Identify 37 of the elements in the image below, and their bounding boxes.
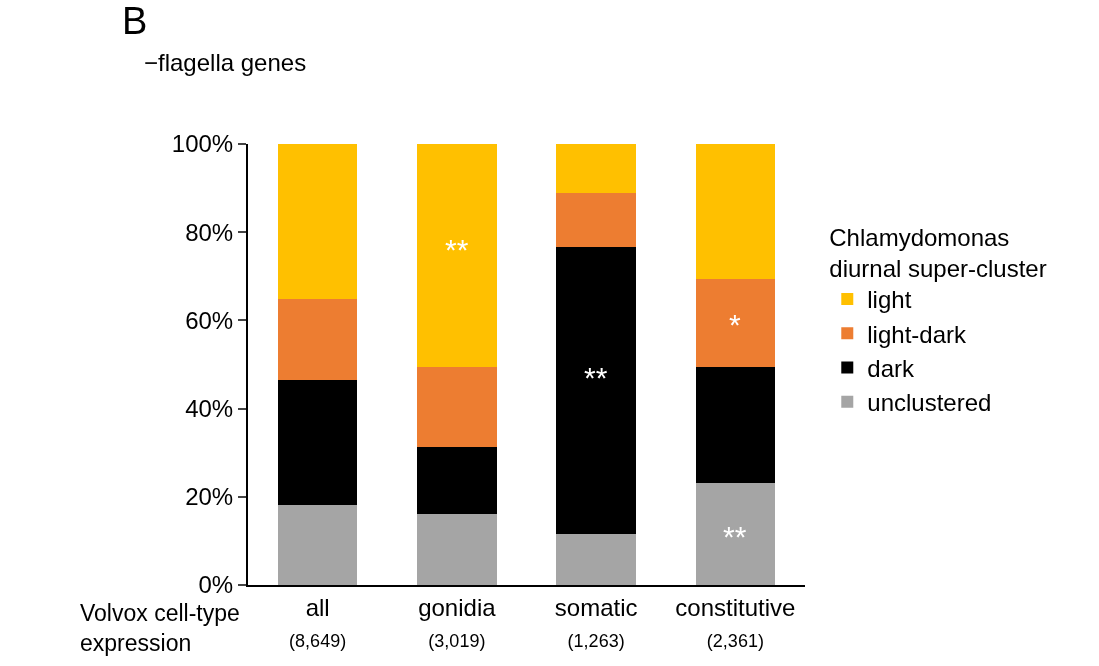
y-tick-label: 60%: [185, 306, 234, 334]
bar: [277, 379, 358, 506]
x-tick-label: all (8,649): [289, 593, 347, 651]
x-tick-label: somatic (1,263): [554, 593, 638, 651]
bar: [695, 367, 776, 484]
text: B: [122, 0, 148, 42]
bar: [556, 247, 636, 534]
annotation: *: [729, 308, 741, 341]
y-tick-label: 0%: [198, 571, 234, 599]
bar: [556, 192, 636, 248]
annotation: **: [445, 233, 469, 266]
bar: [417, 514, 497, 585]
x-tick-label: constitutive (2,361): [675, 593, 796, 651]
bar: [695, 483, 776, 585]
annotation: **: [723, 520, 747, 553]
y-tick-label: 20%: [185, 483, 234, 511]
y-tick-label: 80%: [185, 218, 234, 246]
bar: [277, 505, 358, 585]
bar: [277, 144, 358, 299]
y-tick-label: 40%: [185, 395, 234, 422]
bar: [417, 446, 497, 514]
bar: [417, 367, 497, 447]
legend-label: dark: [867, 354, 915, 382]
bar: [277, 298, 358, 380]
annotation: **: [584, 361, 608, 394]
legend-label: unclustered: [867, 389, 992, 417]
x-axis-title: Volvox cell-type expression: [80, 600, 240, 656]
legend-label: light: [867, 286, 912, 314]
text: −flagella genes: [144, 49, 307, 76]
bar: [695, 278, 776, 368]
bar: [417, 144, 497, 368]
bar: [556, 533, 636, 585]
y-tick-label: 100%: [171, 130, 234, 158]
bar: [695, 144, 776, 279]
legend-label: light-dark: [867, 320, 967, 348]
bar: [556, 144, 636, 193]
x-tick-label: gonidia (3,019): [418, 593, 497, 651]
